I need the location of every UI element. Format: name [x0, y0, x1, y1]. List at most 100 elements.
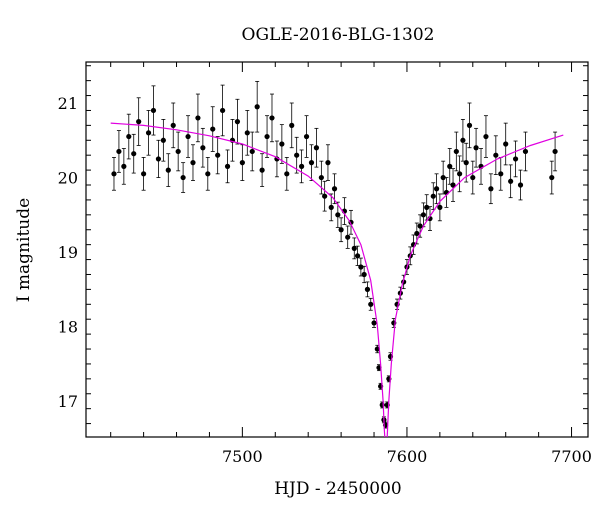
plot-area: 7500 7600 7700 17 18 19 20 21 — [58, 61, 592, 466]
data-point — [141, 171, 147, 177]
data-point — [417, 223, 423, 229]
data-point — [549, 174, 555, 181]
data-point — [498, 171, 504, 177]
data-point — [483, 133, 489, 140]
data-point — [284, 171, 290, 177]
data-point — [185, 133, 191, 140]
data-point — [200, 145, 206, 151]
data-point — [299, 163, 305, 169]
data-point — [170, 122, 176, 128]
data-point — [279, 141, 285, 147]
data-point — [224, 163, 231, 169]
data-point — [493, 152, 499, 158]
y-tick-label: 21 — [58, 94, 78, 113]
data-point — [328, 204, 334, 210]
data-point — [433, 186, 440, 192]
data-point — [361, 271, 367, 278]
x-tick-label: 7500 — [222, 447, 263, 466]
data-point — [440, 174, 446, 181]
data-point — [453, 148, 459, 155]
data-point — [463, 160, 469, 166]
data-point — [254, 104, 260, 110]
data-point — [205, 171, 211, 177]
data-point — [215, 152, 221, 158]
data-point — [338, 227, 344, 233]
chart-title: OGLE-2016-BLG-1302 — [242, 25, 435, 45]
data-point — [145, 130, 152, 136]
data-point — [259, 167, 265, 173]
data-point — [234, 119, 241, 125]
data-point — [503, 141, 509, 147]
data-point — [420, 212, 427, 218]
data-point — [325, 160, 331, 166]
y-tick-label: 17 — [58, 392, 78, 411]
data-point — [116, 148, 122, 155]
y-tick-label: 20 — [58, 169, 78, 188]
data-point — [190, 160, 196, 166]
data-points — [111, 80, 558, 429]
data-point — [447, 163, 453, 169]
data-point — [318, 174, 324, 181]
data-point — [414, 230, 420, 237]
data-point — [552, 148, 558, 155]
data-point — [136, 119, 142, 125]
data-point — [368, 301, 374, 307]
data-point — [249, 148, 255, 155]
data-point — [244, 130, 250, 136]
data-point — [364, 286, 371, 292]
data-point — [473, 145, 479, 151]
data-point — [335, 212, 341, 218]
data-point — [210, 126, 216, 132]
data-point — [175, 148, 181, 155]
data-point — [126, 133, 132, 140]
x-tick-label: 7700 — [551, 447, 592, 466]
y-axis-label: I magnitude — [14, 198, 34, 302]
data-point — [488, 186, 494, 192]
data-point — [371, 320, 377, 326]
data-point — [160, 137, 166, 143]
data-point — [289, 122, 295, 128]
data-point — [517, 182, 524, 188]
data-point — [466, 122, 473, 128]
data-point — [303, 133, 310, 140]
data-point — [424, 204, 430, 210]
x-tick-label: 7600 — [387, 447, 428, 466]
data-point — [470, 174, 476, 181]
data-point — [264, 133, 270, 140]
data-point — [121, 163, 127, 169]
data-point — [150, 107, 157, 114]
data-point — [308, 160, 315, 166]
data-point — [269, 115, 275, 121]
plot-frame — [85, 61, 589, 438]
data-point — [358, 264, 364, 270]
data-point — [195, 115, 201, 121]
data-point — [437, 204, 443, 210]
data-point — [460, 137, 466, 143]
data-point — [379, 402, 385, 408]
data-point — [165, 167, 171, 173]
data-point — [345, 234, 351, 240]
data-point — [155, 156, 162, 162]
data-point — [180, 174, 186, 181]
data-point — [313, 145, 320, 151]
model-curve — [110, 122, 564, 437]
data-point — [457, 171, 463, 177]
data-point — [131, 151, 137, 157]
x-axis-label: HJD - 2450000 — [274, 479, 402, 499]
y-tick-label: 19 — [58, 243, 78, 262]
data-point — [220, 107, 226, 114]
data-point — [351, 245, 357, 251]
data-point — [450, 182, 456, 188]
data-point — [111, 171, 117, 177]
data-point — [274, 156, 280, 162]
data-point — [322, 193, 328, 199]
data-point — [512, 156, 519, 162]
data-point — [430, 193, 436, 199]
data-point — [239, 160, 245, 166]
y-tick-label: 18 — [58, 318, 78, 337]
data-point — [522, 148, 529, 155]
data-point — [294, 152, 300, 158]
data-point — [331, 186, 338, 192]
data-point — [508, 178, 514, 184]
